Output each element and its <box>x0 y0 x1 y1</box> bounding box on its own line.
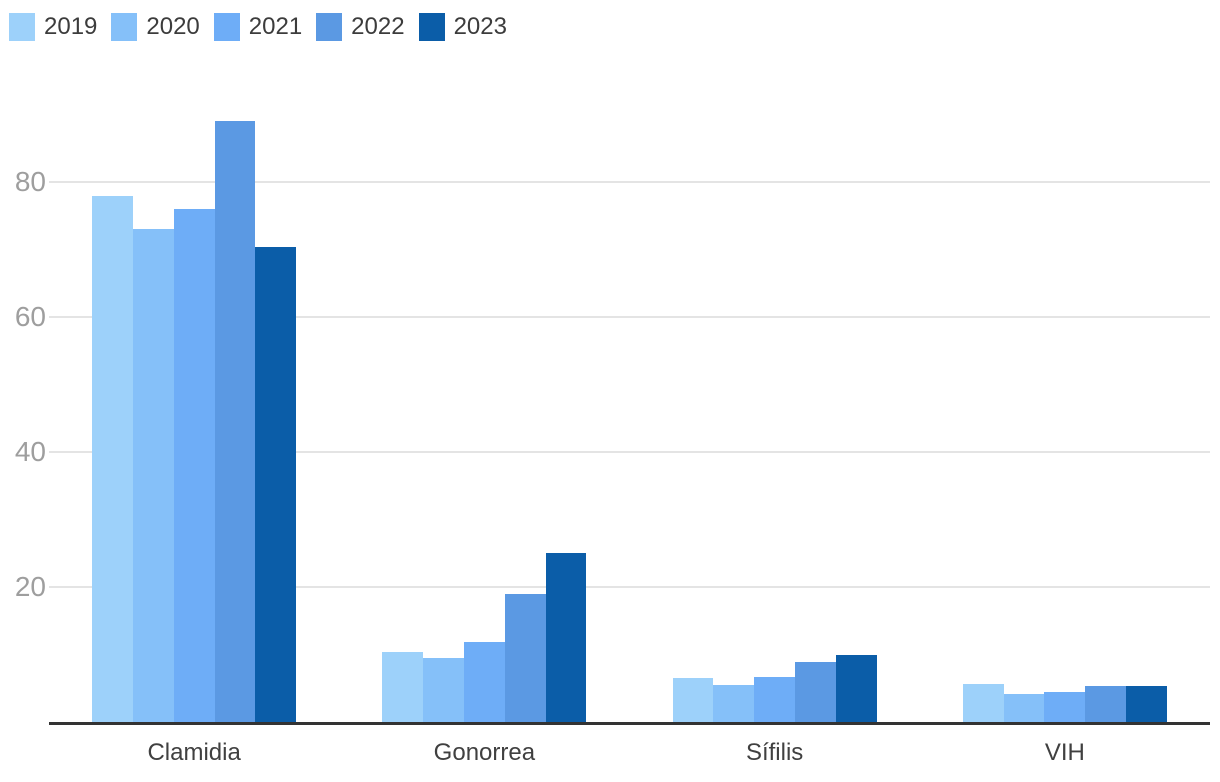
legend-swatch-icon <box>213 13 240 41</box>
x-axis-line <box>49 722 1210 725</box>
chart-legend: 2019 2020 2021 2022 2023 <box>9 13 507 41</box>
bar-gonorrea-2021[interactable] <box>463 642 505 722</box>
legend-swatch-icon <box>316 13 343 41</box>
gridline-60 <box>49 316 1210 318</box>
x-axis-label-clamidia: Clamidia <box>147 739 241 766</box>
x-axis-label-gonorrea: Gonorrea <box>433 739 536 766</box>
x-axis-label-vih: VIH <box>1044 739 1085 766</box>
bar-gonorrea-2023[interactable] <box>545 552 587 722</box>
legend-item-2019: 2019 <box>9 13 97 41</box>
bar-gonorrea-2022[interactable] <box>504 593 546 722</box>
x-axis-label-sífilis: Sífilis <box>745 739 804 766</box>
bar-gonorrea-2020[interactable] <box>423 657 464 722</box>
y-tick-label: 60 <box>14 301 46 332</box>
y-tick-label: 80 <box>14 166 46 197</box>
bar-vih-2019[interactable] <box>962 684 1004 722</box>
legend-label: 2023 <box>453 13 507 40</box>
bar-clamidia-2023[interactable] <box>255 247 297 722</box>
bar-vih-2022[interactable] <box>1085 686 1127 722</box>
y-tick-label: 40 <box>14 436 46 467</box>
bar-clamidia-2020[interactable] <box>132 229 174 722</box>
y-tick-label: 20 <box>14 571 46 602</box>
bar-sífilis-2020[interactable] <box>713 684 755 722</box>
legend-item-2021: 2021 <box>213 13 303 41</box>
bar-sífilis-2021[interactable] <box>754 676 796 722</box>
bar-sífilis-2023[interactable] <box>835 655 877 722</box>
gridline-20 <box>49 586 1210 588</box>
bar-vih-2020[interactable] <box>1003 694 1045 722</box>
bar-clamidia-2022[interactable] <box>214 121 256 722</box>
bar-vih-2023[interactable] <box>1126 685 1167 722</box>
bar-gonorrea-2019[interactable] <box>382 651 424 722</box>
legend-item-2022: 2022 <box>316 13 405 41</box>
legend-item-2020: 2020 <box>111 13 200 41</box>
legend-label: 2021 <box>248 13 303 40</box>
legend-label: 2022 <box>351 13 405 40</box>
legend-swatch-icon <box>418 13 445 41</box>
legend-swatch-icon <box>9 13 35 41</box>
gridline-80 <box>49 181 1210 183</box>
legend-swatch-icon <box>111 13 138 41</box>
legend-label: 2020 <box>146 13 200 40</box>
bar-clamidia-2021[interactable] <box>173 209 215 722</box>
bar-sífilis-2022[interactable] <box>795 661 836 722</box>
gridline-40 <box>49 451 1210 453</box>
legend-label: 2019 <box>44 13 98 40</box>
bar-sífilis-2019[interactable] <box>672 678 714 722</box>
bar-vih-2021[interactable] <box>1044 692 1086 722</box>
bar-clamidia-2019[interactable] <box>92 195 133 722</box>
legend-item-2023: 2023 <box>418 13 507 41</box>
